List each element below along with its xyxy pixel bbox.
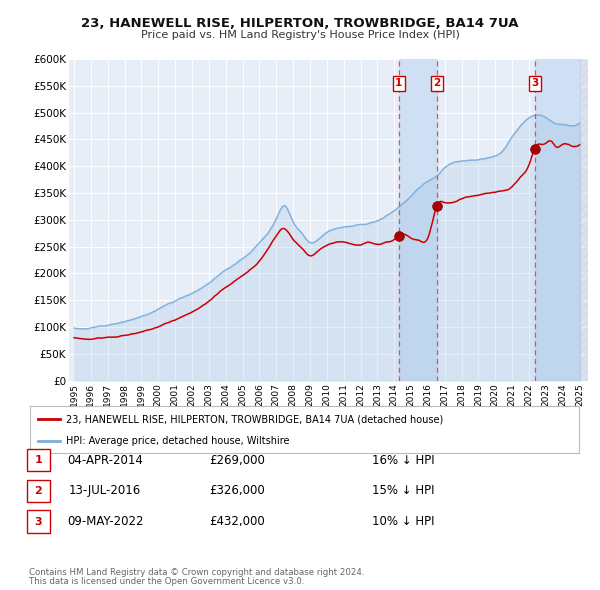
Bar (580, 59, 600, 381)
Text: 23, HANEWELL RISE, HILPERTON, TROWBRIDGE, BA14 7UA (detached house): 23, HANEWELL RISE, HILPERTON, TROWBRIDGE… (65, 414, 443, 424)
Text: This data is licensed under the Open Government Licence v3.0.: This data is licensed under the Open Gov… (29, 578, 304, 586)
Text: 2: 2 (433, 78, 440, 88)
Bar (398, 59, 437, 381)
Text: 23, HANEWELL RISE, HILPERTON, TROWBRIDGE, BA14 7UA: 23, HANEWELL RISE, HILPERTON, TROWBRIDGE… (81, 17, 519, 30)
Text: 13-JUL-2016: 13-JUL-2016 (69, 484, 141, 497)
Text: 10% ↓ HPI: 10% ↓ HPI (372, 515, 434, 528)
Text: 1: 1 (395, 78, 402, 88)
Text: Contains HM Land Registry data © Crown copyright and database right 2024.: Contains HM Land Registry data © Crown c… (29, 568, 364, 577)
Bar (535, 59, 580, 381)
Text: £269,000: £269,000 (209, 454, 265, 467)
Text: 16% ↓ HPI: 16% ↓ HPI (372, 454, 434, 467)
Text: HPI: Average price, detached house, Wiltshire: HPI: Average price, detached house, Wilt… (65, 437, 289, 446)
Text: £432,000: £432,000 (209, 515, 265, 528)
Text: 2: 2 (35, 486, 42, 496)
Text: 04-APR-2014: 04-APR-2014 (67, 454, 143, 467)
Text: Price paid vs. HM Land Registry's House Price Index (HPI): Price paid vs. HM Land Registry's House … (140, 30, 460, 40)
Text: 3: 3 (532, 78, 539, 88)
Text: £326,000: £326,000 (209, 484, 265, 497)
Text: 3: 3 (35, 517, 42, 526)
Text: 09-MAY-2022: 09-MAY-2022 (67, 515, 143, 528)
Text: 15% ↓ HPI: 15% ↓ HPI (372, 484, 434, 497)
Text: 1: 1 (35, 455, 42, 465)
